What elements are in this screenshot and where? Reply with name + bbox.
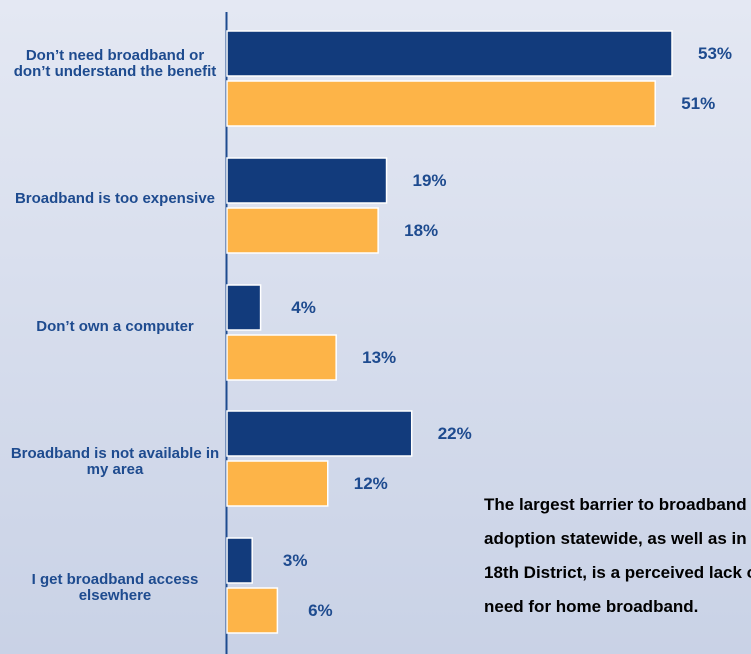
annotation-line: The largest barrier to broadband <box>484 495 747 514</box>
value-labels-group: 53% 19% 4% 22% 3% 51% 18% 13% 12% 6% <box>283 44 732 620</box>
bar-series-1-1 <box>226 157 388 204</box>
bar-series-1-2 <box>226 284 262 331</box>
category-label-4: I get broadband access elsewhere <box>31 571 199 604</box>
annotation-line: need for home broadband. <box>484 597 699 616</box>
bar-series-2-1 <box>226 207 379 254</box>
bar-series-2-4 <box>226 587 279 634</box>
annotation-line: adoption statewide, as well as in the <box>484 529 751 548</box>
category-label-3: Broadband is not available in my area <box>10 445 220 478</box>
bar-series-1-3 <box>226 410 413 457</box>
category-label-2: Don’t own a computer <box>36 318 194 335</box>
value-label: 13% <box>362 348 396 367</box>
bar-series-2-0 <box>226 80 656 127</box>
value-label: 53% <box>698 44 732 63</box>
value-label: 18% <box>404 221 438 240</box>
value-label: 19% <box>413 171 447 190</box>
value-label: 22% <box>438 424 472 443</box>
value-label: 4% <box>291 298 316 317</box>
value-label: 3% <box>283 551 308 570</box>
category-label-1: Broadband is too expensive <box>14 190 216 207</box>
bar-series-2-2 <box>226 334 337 381</box>
bar-series-1-0 <box>226 30 673 77</box>
value-label: 12% <box>354 474 388 493</box>
annotation-line: 18th District, is a perceived lack of <box>484 563 751 582</box>
value-label: 6% <box>308 601 333 620</box>
value-label: 51% <box>681 94 715 113</box>
bar-series-2-3 <box>226 460 329 507</box>
bar-series-1-4 <box>226 537 253 584</box>
annotation-text: The largest barrier to broadband adoptio… <box>484 488 751 624</box>
category-label-0: Don’t need broadband or don’t understand… <box>13 47 217 80</box>
bars-group <box>226 30 673 634</box>
